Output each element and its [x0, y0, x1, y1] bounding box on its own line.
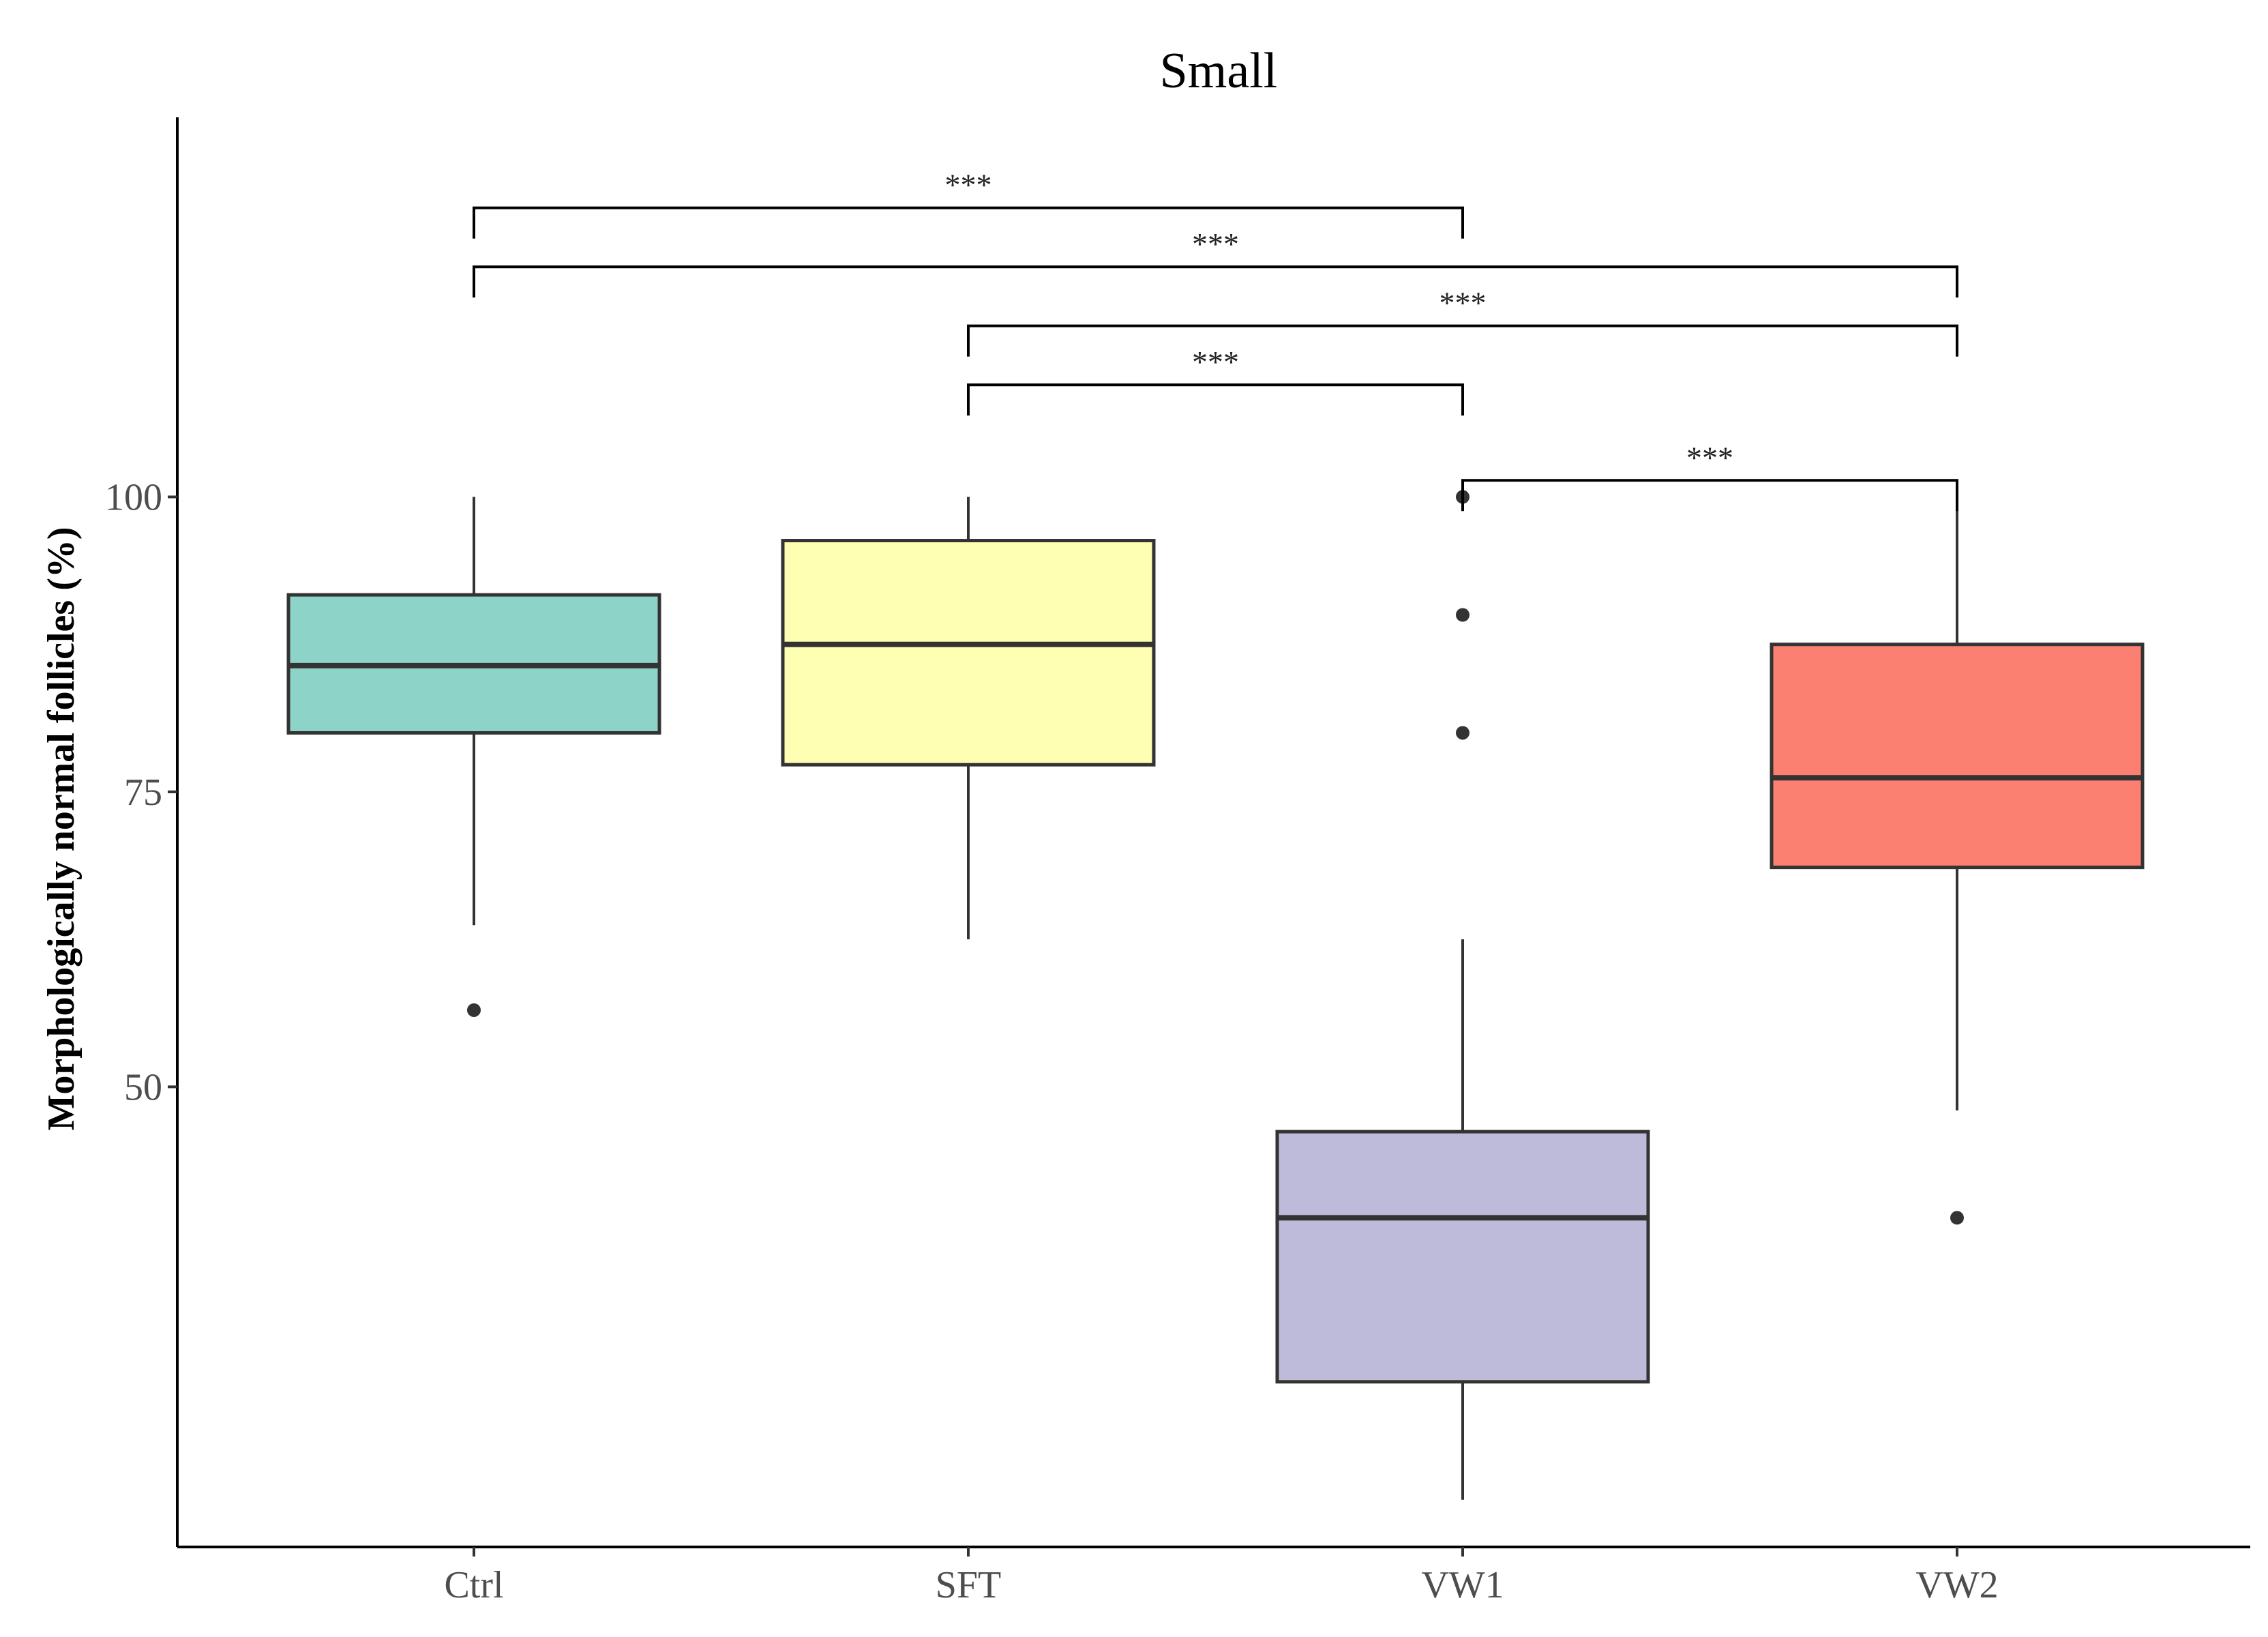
y-tick-label: 100 — [105, 477, 162, 519]
y-tick-label: 50 — [124, 1066, 162, 1108]
significance-label: *** — [1439, 286, 1487, 321]
y-axis-title: Morphologically normal follicles (%) — [40, 527, 83, 1131]
outlier-point-vw1 — [1456, 726, 1469, 740]
x-tick-label: VW1 — [1421, 1564, 1504, 1606]
chart-title: Small — [1160, 43, 1278, 99]
significance-label: *** — [1686, 440, 1733, 475]
box-vw2 — [1770, 643, 2145, 870]
significance-label: *** — [1192, 226, 1239, 261]
significance-bracket — [1461, 479, 1958, 512]
significance-label: *** — [1192, 344, 1239, 379]
outlier-point-vw2 — [1950, 1211, 1964, 1225]
y-tick-label: 75 — [124, 771, 162, 814]
significance-bracket — [967, 324, 1958, 357]
box-sft — [781, 539, 1156, 767]
significance-bracket — [967, 383, 1464, 416]
outlier-point-vw1 — [1456, 608, 1469, 622]
x-tick-label: VW2 — [1915, 1564, 1998, 1606]
significance-bracket — [473, 265, 1958, 298]
outlier-point-ctrl — [467, 1003, 481, 1017]
x-tick-label: Ctrl — [444, 1564, 503, 1606]
box-vw1 — [1275, 1130, 1650, 1384]
significance-label: *** — [945, 168, 992, 203]
plot-area: 50 75 100 Ctrl SFT VW1 VW2 *** *** *** *** *** — [105, 117, 2250, 1606]
x-tick-label: SFT — [936, 1564, 1002, 1606]
significance-bracket — [473, 206, 1464, 239]
